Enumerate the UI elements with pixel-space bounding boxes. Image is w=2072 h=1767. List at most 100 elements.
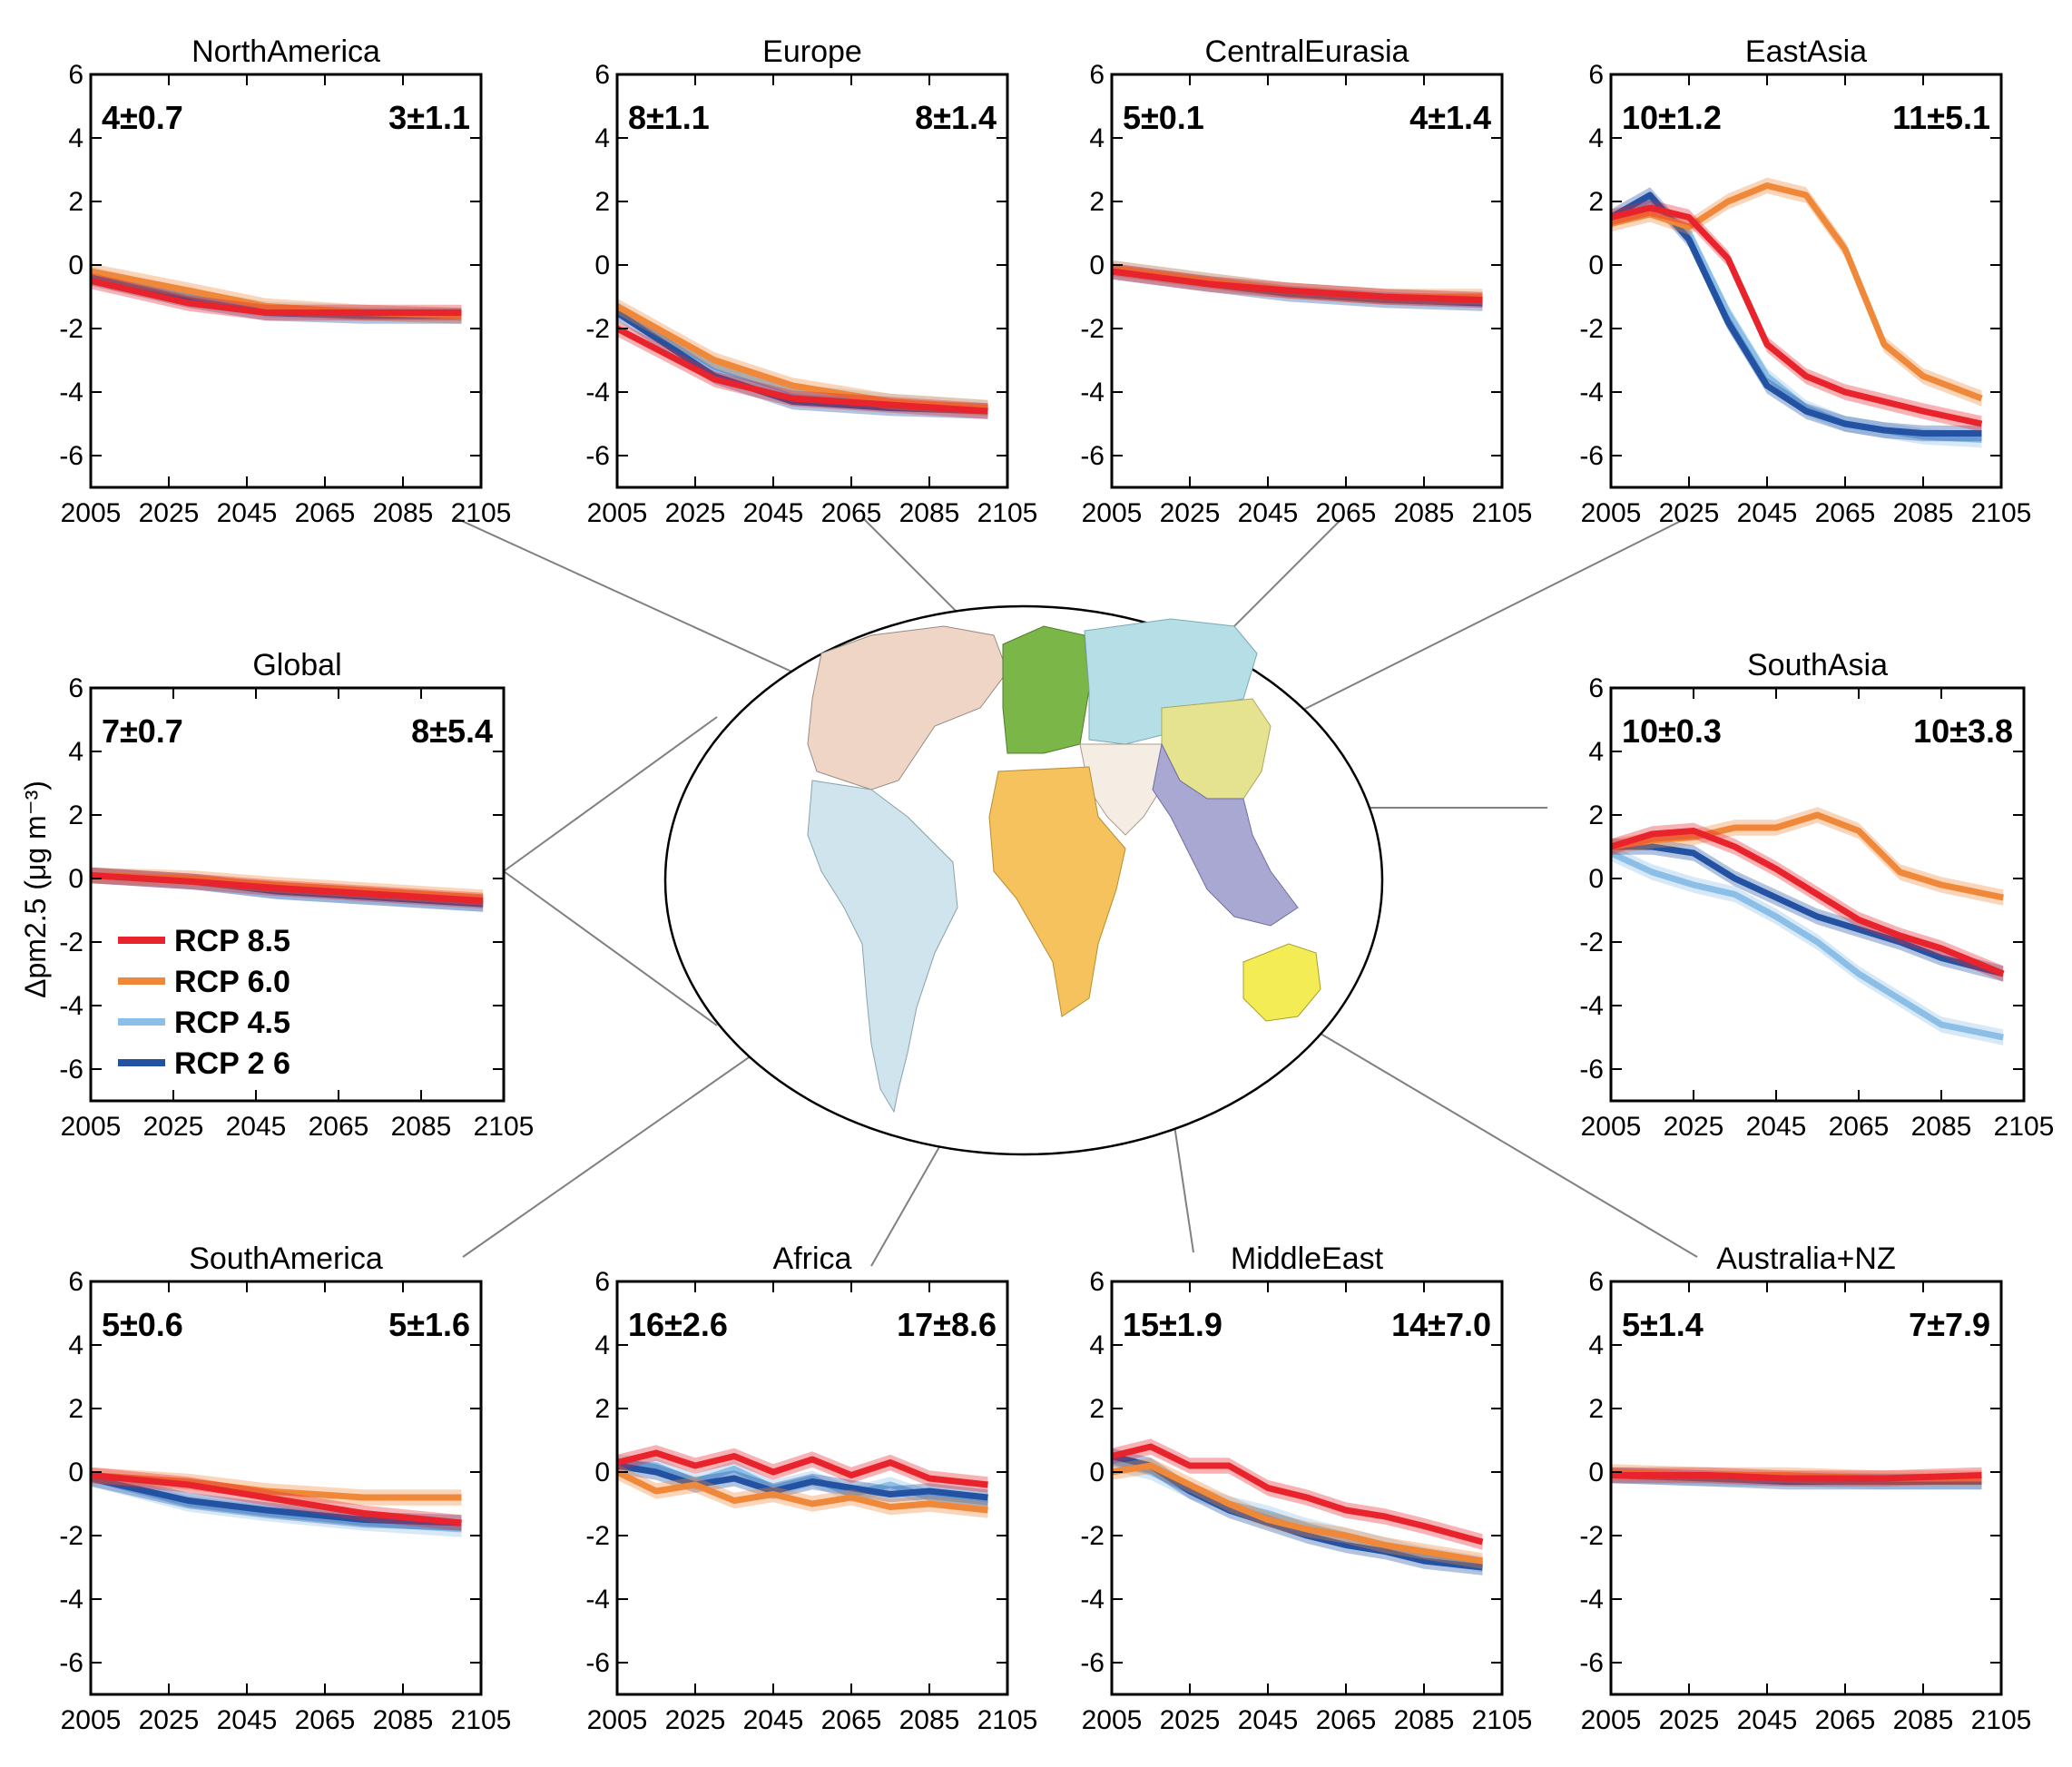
y-tick-label-southamerica: 0	[68, 1458, 83, 1487]
y-tick-label-northamerica: -4	[59, 378, 83, 407]
region-australia-nz	[1242, 943, 1321, 1022]
stat-left-africa: 16±2.6	[628, 1306, 728, 1343]
panel-title-southamerica: SouthAmerica	[189, 1242, 383, 1276]
panel-africa: Africa 16±2.6 17±8.6 6 4 2 0 -2 -4 -6 2005 2025 2045…	[585, 1242, 1037, 1735]
panel-global: Global 7±0.7 8±5.4 6 4 2 0 -2 -4 -6 2005 2025 2045 20…	[59, 648, 534, 1142]
y-tick-label-europe: -6	[585, 441, 610, 471]
y-tick-label-centraleurasia: -2	[1080, 314, 1105, 344]
series-line-rcp-8-5-europe	[615, 325, 988, 415]
y-tick-label-africa: 4	[594, 1330, 610, 1360]
y-tick-label-centraleurasia: 6	[1089, 60, 1105, 90]
x-tick-label-global: 2065	[309, 1112, 369, 1142]
panel-australia-nz: Australia+NZ 5±1.4 7±7.9 6 4 2 0 -2 -4 -6 2005 2025…	[1579, 1242, 2031, 1735]
y-tick-label-africa: 6	[594, 1267, 610, 1297]
leader-line-australia	[1306, 1025, 1698, 1258]
y-tick-label-global: -4	[59, 991, 83, 1021]
x-tick-label-southasia: 2025	[1664, 1112, 1724, 1142]
y-tick-label-northamerica: -2	[59, 314, 83, 344]
x-tick-label-eastasia: 2025	[1659, 498, 1720, 528]
y-tick-label-africa: -2	[585, 1521, 610, 1551]
x-tick-label-centraleurasia: 2105	[1472, 498, 1533, 528]
y-tick-label-southamerica: -4	[59, 1585, 83, 1615]
x-tick-label-global: 2085	[391, 1112, 452, 1142]
panel-title-centraleurasia: CentralEurasia	[1205, 34, 1409, 69]
plot-frame-africa	[615, 1280, 1009, 1696]
y-tick-label-eastasia: 4	[1588, 123, 1604, 153]
x-tick-label-southamerica: 2085	[373, 1705, 434, 1735]
x-tick-label-africa: 2085	[899, 1705, 960, 1735]
y-tick-label-middleeast: -6	[1080, 1648, 1105, 1678]
plot-frame-northamerica	[89, 73, 483, 489]
x-tick-label-australia-nz: 2005	[1581, 1705, 1642, 1735]
stat-left-global: 7±0.7	[102, 712, 183, 750]
y-tick-label-southamerica: 4	[68, 1330, 83, 1360]
legend-label-rcp-8-5: RCP 8.5	[174, 924, 290, 958]
y-tick-label-southasia: 6	[1588, 673, 1604, 703]
x-tick-label-southamerica: 2105	[451, 1705, 512, 1735]
stat-right-southasia: 10±3.8	[1913, 712, 2013, 750]
y-tick-label-middleeast: -4	[1080, 1585, 1105, 1615]
series-line-rcp-8-5-global	[90, 872, 484, 904]
y-tick-label-southamerica: -2	[59, 1521, 83, 1551]
y-tick-label-eastasia: 6	[1588, 60, 1604, 90]
x-tick-label-northamerica: 2005	[61, 498, 122, 528]
y-tick-label-centraleurasia: 2	[1089, 187, 1105, 217]
y-tick-label-eastasia: 0	[1588, 250, 1604, 280]
band-rcp-8-5-northamerica	[91, 272, 462, 321]
y-tick-label-eastasia: -2	[1579, 314, 1604, 344]
y-tick-label-middleeast: 2	[1089, 1394, 1105, 1424]
y-tick-label-global: -2	[59, 928, 83, 957]
y-tick-label-australia-nz: 0	[1588, 1458, 1604, 1487]
series-line-rcp-4-5-southasia	[1609, 849, 2004, 1041]
stat-right-middleeast: 14±7.0	[1391, 1306, 1491, 1343]
x-tick-label-africa: 2025	[665, 1705, 726, 1735]
series-line-rcp-8-5-africa	[616, 1449, 988, 1488]
series-line-rcp-2-6-southamerica	[90, 1475, 462, 1526]
stat-right-australia-nz: 7±7.9	[1909, 1306, 1990, 1343]
region-north-america	[807, 625, 1008, 790]
x-tick-label-centraleurasia: 2005	[1082, 498, 1143, 528]
y-tick-label-australia-nz: 6	[1588, 1267, 1604, 1297]
x-tick-label-europe: 2105	[977, 498, 1038, 528]
stat-right-eastasia: 11±5.1	[1892, 99, 1990, 136]
leader-line-global-upper	[503, 716, 718, 872]
y-tick-label-australia-nz: 4	[1588, 1330, 1604, 1360]
stat-right-africa: 17±8.6	[897, 1306, 997, 1343]
panel-europe: Europe 8±1.1 8±1.4 6 4 2 0 -2 -4 -6 2005 2025 2045 20…	[585, 34, 1037, 528]
panel-title-southasia: SouthAsia	[1747, 648, 1888, 682]
stat-left-australia-nz: 5±1.4	[1622, 1306, 1704, 1343]
x-tick-label-global: 2005	[61, 1112, 122, 1142]
series-line-rcp-8-5-southamerica	[90, 1472, 462, 1526]
y-tick-label-africa: 0	[594, 1458, 610, 1487]
x-tick-label-northamerica: 2025	[139, 498, 200, 528]
legend: RCP 8.5 RCP 6.0 RCP 4.5 RCP 2 6	[118, 924, 290, 1081]
x-tick-label-global: 2105	[474, 1112, 535, 1142]
y-tick-label-global: 2	[68, 800, 83, 830]
stat-left-middleeast: 15±1.9	[1123, 1306, 1223, 1343]
y-tick-label-europe: 2	[594, 187, 610, 217]
stat-left-eastasia: 10±1.2	[1622, 99, 1722, 136]
x-tick-label-northamerica: 2085	[373, 498, 434, 528]
x-tick-label-centraleurasia: 2085	[1394, 498, 1455, 528]
panel-southasia: SouthAsia 10±0.3 10±3.8 6 4 2 0 -2 -4 -6 2005 2025 2…	[1579, 648, 2054, 1142]
x-tick-label-southasia: 2045	[1746, 1112, 1807, 1142]
series-line-rcp-8-5-australia-nz	[1611, 1472, 1982, 1482]
y-tick-label-middleeast: -2	[1080, 1521, 1105, 1551]
stat-right-southamerica: 5±1.6	[388, 1306, 470, 1343]
y-tick-label-eastasia: -4	[1579, 378, 1604, 407]
x-tick-label-europe: 2085	[899, 498, 960, 528]
x-tick-label-eastasia: 2045	[1737, 498, 1798, 528]
x-tick-label-southasia: 2005	[1581, 1112, 1642, 1142]
y-tick-label-australia-nz: -6	[1579, 1648, 1604, 1678]
plot-frame-eastasia	[1609, 73, 2003, 489]
y-tick-label-africa: -6	[585, 1648, 610, 1678]
y-tick-label-europe: 6	[594, 60, 610, 90]
y-tick-label-northamerica: 6	[68, 60, 83, 90]
region-south-asia	[1152, 742, 1299, 927]
y-axis-label: Δpm2.5 (μg m⁻³)	[19, 780, 52, 998]
x-tick-label-southamerica: 2005	[61, 1705, 122, 1735]
